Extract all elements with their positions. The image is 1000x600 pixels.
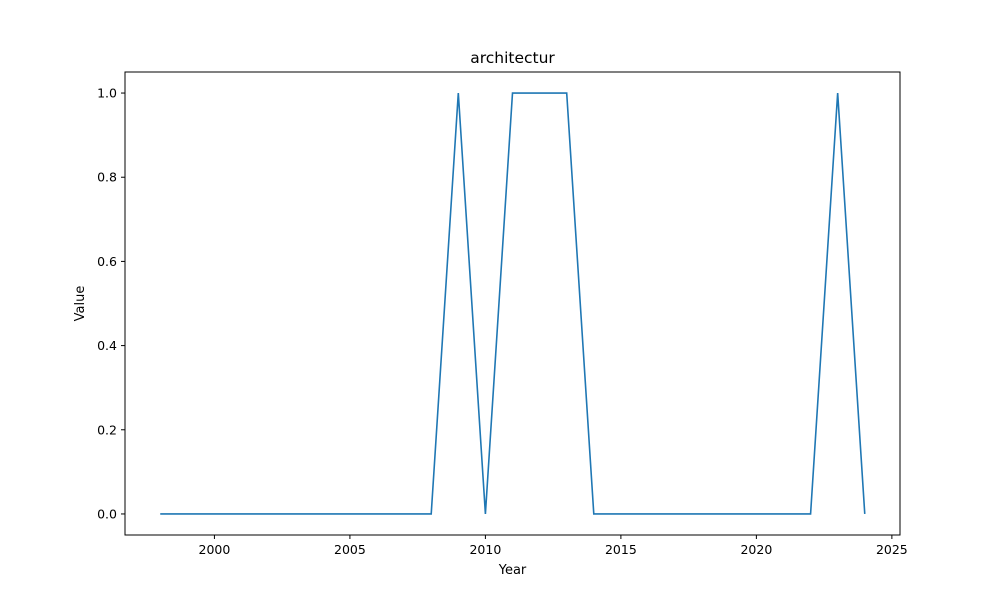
plot-area: 2000 2005 2010 2015 2020 2025 0.0 0.2 0.4 0.6 0.8… (97, 71, 908, 557)
x-axis-label: Year (498, 563, 527, 578)
x-tick-label: 2000 (199, 542, 231, 557)
y-tick-label: 0.0 (97, 506, 117, 521)
y-tick-label: 0.6 (97, 254, 117, 269)
x-tick-label: 2010 (469, 542, 501, 557)
y-axis-ticks: 0.0 0.2 0.4 0.6 0.8 1.0 (97, 86, 125, 521)
x-tick-label: 2025 (876, 542, 908, 557)
x-tick-label: 2015 (605, 542, 637, 557)
y-tick-label: 0.4 (97, 338, 117, 353)
series-line (160, 92, 866, 515)
plot-background (125, 72, 900, 535)
plot-frame (124, 71, 901, 536)
y-tick-label: 1.0 (97, 86, 117, 101)
y-tick-label: 0.8 (97, 170, 117, 185)
x-tick-label: 2005 (334, 542, 366, 557)
y-tick-label: 0.2 (97, 422, 117, 437)
chart-title: architectur (470, 49, 555, 67)
x-tick-label: 2020 (740, 542, 772, 557)
series-group (160, 92, 866, 515)
y-axis-label: Value (73, 286, 88, 322)
x-axis-ticks: 2000 2005 2010 2015 2020 2025 (199, 535, 908, 557)
